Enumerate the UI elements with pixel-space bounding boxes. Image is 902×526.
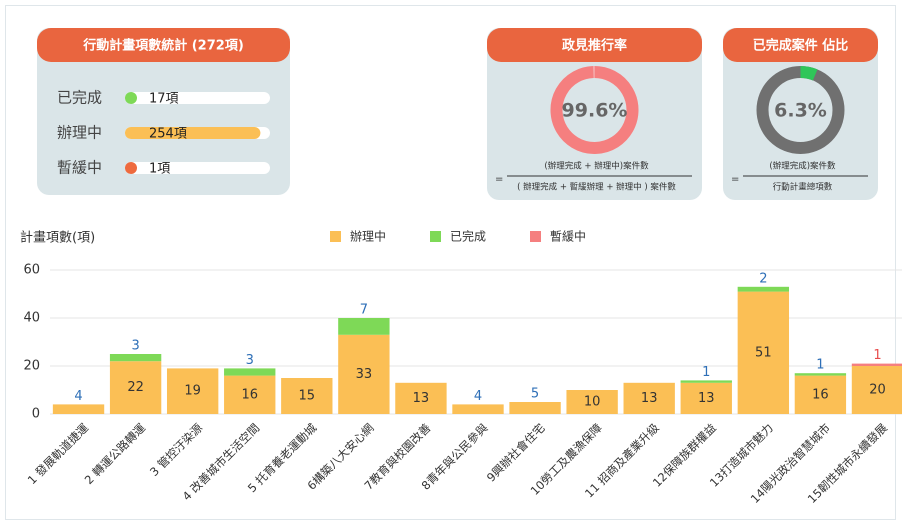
legend-swatch: [530, 231, 541, 242]
bar-segment: [166, 368, 219, 414]
formula-denominator: ( 辦理完成 + 暫緩辦理 + 辦理中 ) 案件數: [517, 182, 676, 193]
y-tick-label: 20: [23, 359, 40, 374]
bar-value: 7: [360, 303, 368, 318]
legend-label: 暫緩中: [550, 229, 586, 244]
status-bar: [125, 162, 137, 174]
bar-value: 10: [584, 395, 601, 410]
status-value: 17項: [149, 92, 179, 107]
y-tick-label: 40: [23, 311, 40, 326]
bar-value: 22: [127, 380, 144, 395]
donut-arc: [550, 66, 639, 154]
bar-value: 16: [812, 387, 829, 402]
legend-label: 已完成: [450, 229, 486, 244]
bar-segment: [395, 382, 447, 414]
legend-label: 辦理中: [350, 229, 386, 244]
formula-sign: =: [731, 174, 739, 185]
donut-arc: [800, 66, 818, 81]
bar-value: 13: [413, 391, 430, 406]
bar-value: 2: [759, 271, 767, 286]
status-label: 辦理中: [57, 124, 102, 142]
bar-segment: [737, 286, 790, 292]
card: [487, 28, 702, 200]
donut-value: 6.3%: [774, 100, 827, 122]
y-tick-label: 60: [23, 263, 40, 278]
bar-segment: [851, 363, 902, 366]
bar-track: [125, 92, 270, 104]
bar-segment: [109, 354, 162, 362]
status-bar: [125, 127, 261, 139]
bar-value: 4: [474, 389, 482, 404]
bar-value: 3: [131, 339, 139, 354]
bar-value: 20: [869, 383, 886, 398]
bar-segment: [737, 291, 790, 414]
bar-value: 15: [299, 389, 316, 404]
card-header: [723, 28, 878, 62]
bar-segment: [794, 373, 847, 376]
bar-value: 1: [702, 365, 710, 380]
status-bar: [125, 92, 137, 104]
bar-value: 16: [241, 387, 258, 402]
formula-numerator: (辦理完成 + 辦理中)案件數: [544, 161, 649, 172]
bar-track: [125, 162, 270, 174]
donut-value: 99.6%: [562, 100, 628, 122]
card-title: 行動計畫項數統計 (272項): [82, 38, 244, 54]
card-title: 已完成案件 佔比: [753, 38, 849, 54]
bar-segment: [224, 375, 276, 414]
bar-segment: [794, 375, 847, 414]
bar-segment: [338, 334, 390, 414]
card-title: 政見推行率: [562, 38, 627, 54]
bar-value: 51: [755, 345, 772, 360]
bar-segment: [452, 404, 504, 414]
bar-value: 13: [641, 391, 658, 406]
bar-segment: [566, 390, 618, 414]
card-header: [487, 28, 702, 62]
status-value: 254項: [149, 127, 187, 142]
bar-value: 3: [246, 353, 254, 368]
status-value: 1項: [149, 162, 170, 177]
status-label: 暫緩中: [57, 159, 102, 177]
status-label: 已完成: [57, 89, 102, 107]
y-tick-label: 0: [32, 407, 40, 422]
bar-segment: [338, 318, 390, 335]
bar-segment: [509, 402, 561, 414]
bar-segment: [680, 380, 732, 383]
formula-numerator: (辦理完成)案件數: [769, 161, 836, 172]
bar-value: 33: [356, 367, 373, 382]
card: [723, 28, 878, 200]
bar-segment: [109, 361, 162, 414]
bar-value: 13: [698, 391, 715, 406]
bar-value: 1: [873, 348, 881, 363]
card-header: [37, 28, 290, 62]
formula-sign: =: [495, 174, 503, 185]
bar-value: 1: [816, 358, 824, 373]
bar-value: 4: [74, 389, 82, 404]
bar-value: 5: [531, 387, 539, 402]
y-axis-label: 計畫項數(項): [20, 230, 95, 246]
bar-segment: [851, 366, 902, 414]
bar-value: 19: [184, 384, 201, 399]
legend-swatch: [330, 231, 341, 242]
legend-swatch: [430, 231, 441, 242]
card: [37, 28, 290, 195]
formula-denominator: 行動計畫總項數: [773, 182, 833, 193]
bar-segment: [281, 378, 333, 414]
bar-segment: [224, 368, 276, 376]
bar-segment: [52, 404, 105, 414]
bar-segment: [623, 382, 675, 414]
bar-segment: [680, 382, 732, 414]
